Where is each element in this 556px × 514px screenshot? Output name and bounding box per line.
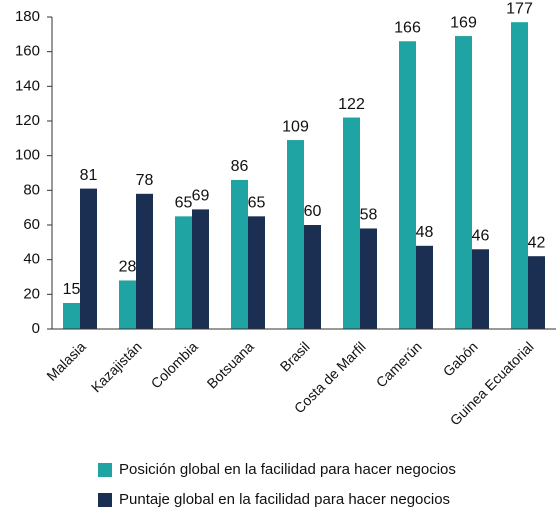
value-label: 169 (450, 14, 477, 31)
bar (119, 280, 136, 329)
value-label: 69 (192, 188, 210, 205)
value-label: 166 (394, 19, 421, 36)
bar (343, 117, 360, 330)
x-tick-label: Gabón (440, 338, 481, 379)
y-tick-label: 120 (15, 112, 40, 129)
y-tick-label: 40 (23, 251, 40, 268)
value-label: 42 (528, 234, 546, 251)
value-label: 46 (472, 227, 490, 244)
value-label: 65 (175, 195, 193, 212)
bar (175, 216, 192, 329)
x-tick-label: Malasia (43, 338, 89, 384)
y-tick-label: 180 (15, 8, 40, 25)
value-label: 28 (119, 259, 137, 276)
bar (192, 209, 209, 329)
bar (472, 249, 489, 329)
bar (287, 140, 304, 329)
y-tick-label: 60 (23, 216, 40, 233)
value-label: 177 (506, 0, 533, 17)
value-label: 60 (304, 203, 322, 220)
x-tick-label: Camerún (373, 338, 425, 390)
x-tick-label: Colombia (148, 338, 201, 391)
legend-swatch (98, 493, 112, 507)
value-label: 109 (282, 118, 309, 135)
legend-swatch (98, 463, 112, 477)
bar (231, 179, 248, 329)
y-tick-label: 160 (15, 43, 40, 60)
bar (511, 22, 528, 329)
bar (528, 256, 545, 329)
bar (360, 228, 377, 329)
value-label: 65 (248, 195, 266, 212)
value-label: 15 (63, 281, 81, 298)
y-tick-label: 20 (23, 285, 40, 302)
bar (80, 188, 97, 329)
value-label: 122 (338, 96, 365, 113)
value-label: 78 (136, 172, 154, 189)
value-label: 58 (360, 207, 378, 224)
legend-label: Posición global en la facilidad para hac… (119, 461, 456, 478)
x-tick-label: Kazajistán (88, 338, 145, 395)
value-label: 86 (231, 158, 249, 175)
value-label: 48 (416, 224, 434, 241)
bar (399, 41, 416, 330)
legend-label: Puntaje global en la facilidad para hace… (119, 491, 450, 508)
x-tick-label: Brasil (277, 338, 313, 374)
bar (136, 193, 153, 329)
y-tick-label: 100 (15, 147, 40, 164)
value-label: 81 (80, 167, 98, 184)
bar (248, 216, 265, 329)
y-tick-label: 0 (32, 320, 40, 337)
bar (304, 225, 321, 329)
y-tick-label: 80 (23, 181, 40, 198)
x-tick-label: Botsuana (204, 338, 257, 391)
bar (416, 245, 433, 329)
y-tick-label: 140 (15, 77, 40, 94)
bar (455, 36, 472, 330)
bar (63, 303, 80, 329)
